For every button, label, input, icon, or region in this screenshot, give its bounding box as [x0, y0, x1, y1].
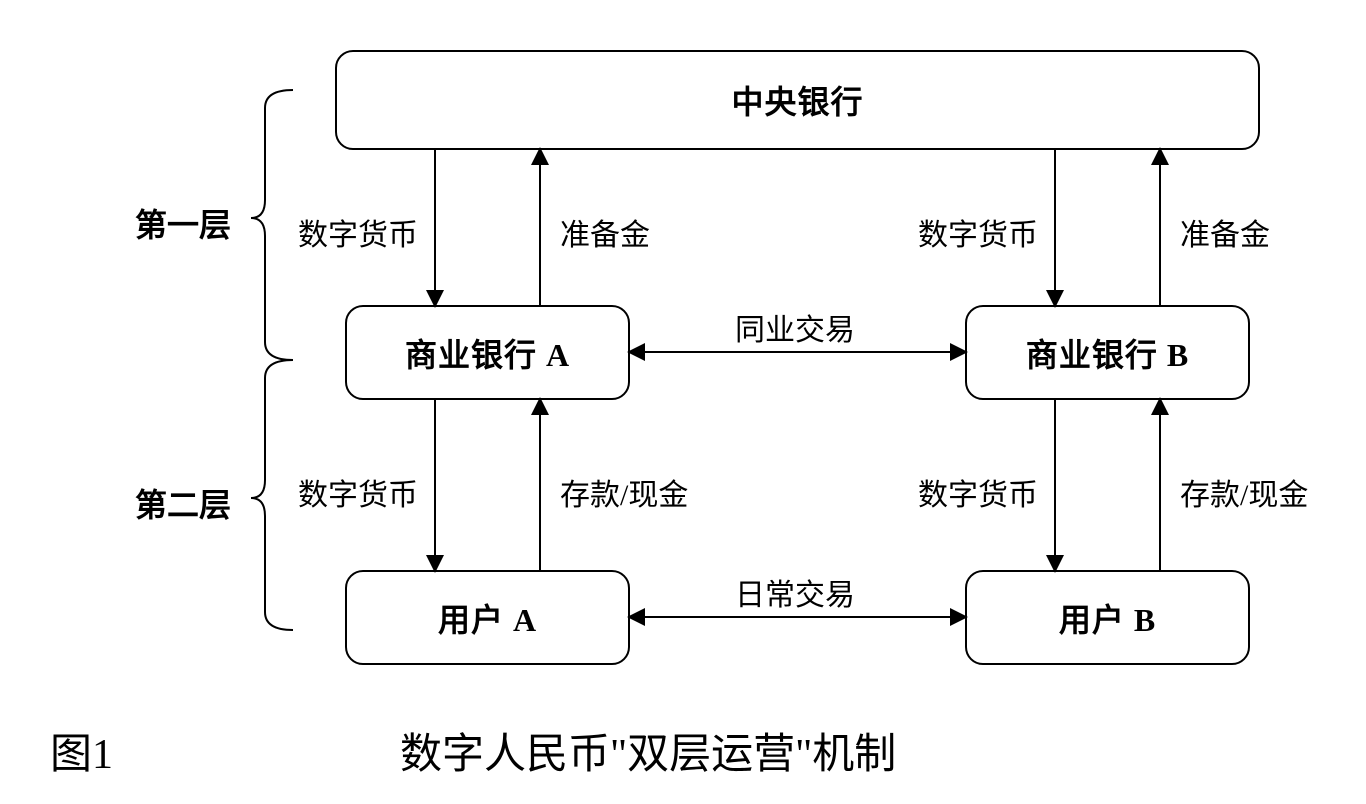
node-user-b: 用户 B: [965, 570, 1250, 665]
node-central-bank-label: 中央银行: [731, 77, 863, 123]
caption-figure-title: 数字人民币"双层运营"机制: [400, 720, 896, 781]
edge-label-central-to-bank-b: 数字货币: [918, 210, 1038, 254]
node-central-bank: 中央银行: [335, 50, 1260, 150]
node-commercial-bank-b: 商业银行 B: [965, 305, 1250, 400]
edge-label-central-to-bank-a: 数字货币: [298, 210, 418, 254]
edge-label-bank-a-to-central: 准备金: [560, 210, 650, 254]
node-commercial-bank-a-label: 商业银行 A: [405, 330, 570, 376]
diagram-stage: 中央银行 商业银行 A 商业银行 B 用户 A 用户 B 第一层 第二层 数字货…: [0, 0, 1366, 804]
edge-label-user-b-to-bank-b: 存款/现金: [1180, 470, 1308, 514]
edge-label-bank-a-to-user-a: 数字货币: [298, 470, 418, 514]
edge-label-user-a-to-bank-a: 存款/现金: [560, 470, 688, 514]
node-user-b-label: 用户 B: [1059, 595, 1156, 641]
caption-figure-number: 图1: [50, 720, 113, 781]
edge-label-interbank: 同业交易: [735, 305, 855, 349]
layer-2-label: 第二层: [135, 480, 231, 526]
edge-label-bank-b-to-central: 准备金: [1180, 210, 1270, 254]
edge-label-bank-b-to-user-b: 数字货币: [918, 470, 1038, 514]
node-user-a-label: 用户 A: [438, 595, 537, 641]
layer-1-label: 第一层: [135, 200, 231, 246]
node-user-a: 用户 A: [345, 570, 630, 665]
node-commercial-bank-b-label: 商业银行 B: [1026, 330, 1189, 376]
node-commercial-bank-a: 商业银行 A: [345, 305, 630, 400]
edge-label-user-trade: 日常交易: [735, 570, 855, 614]
